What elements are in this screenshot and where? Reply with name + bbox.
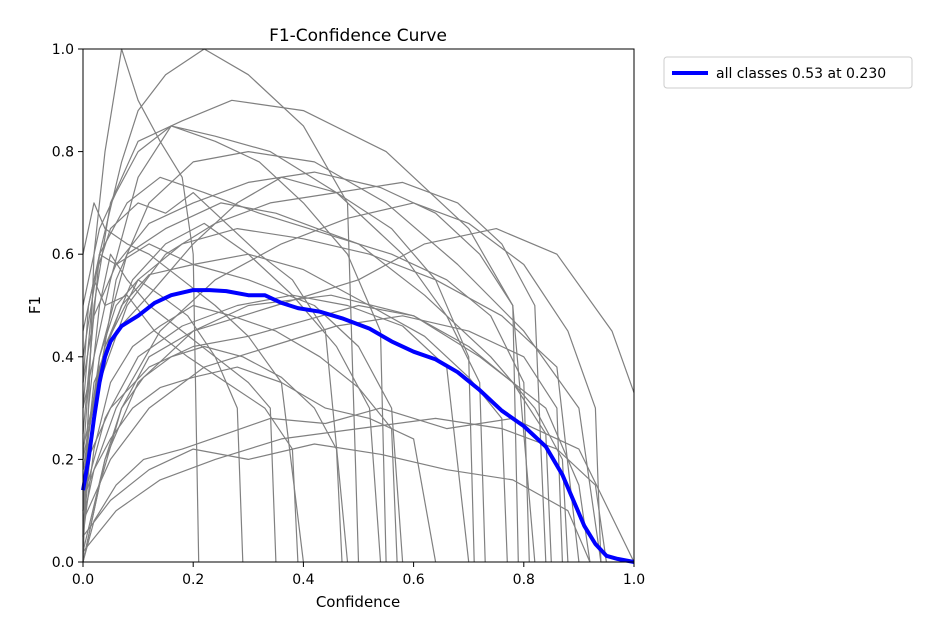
x-axis-ticks: 0.0 0.2 0.4 0.6 0.8 1.0: [72, 562, 645, 588]
series-line-class-24: [82, 315, 563, 563]
series-line-class-01: [82, 151, 634, 563]
y-axis-label: F1: [26, 296, 44, 314]
series-line-class-25: [82, 345, 343, 563]
series-line-class-19: [82, 279, 299, 563]
y-tick-label: 0.6: [52, 247, 74, 263]
series-line-class-22: [82, 304, 398, 563]
series-line-class-15: [82, 443, 591, 563]
series-line-class-10: [82, 366, 437, 563]
series-line-all-classes: [81, 288, 635, 564]
series-line-class-18: [82, 202, 602, 563]
x-axis-label: Confidence: [316, 593, 400, 611]
y-axis-ticks: 0.0 0.2 0.4 0.6 0.8 1.0: [52, 42, 83, 571]
plot-frame: [82, 48, 635, 563]
y-tick-label: 0.2: [52, 452, 74, 468]
series-line-class-03: [82, 99, 536, 563]
y-tick-label: 0.8: [52, 145, 74, 161]
x-tick-label: 0.2: [182, 572, 204, 588]
series-line-class-31: [82, 294, 470, 563]
legend-label-all-classes: all classes 0.53 at 0.230: [716, 66, 886, 82]
chart-title: F1-Confidence Curve: [269, 26, 447, 46]
x-tick-label: 0.8: [513, 572, 535, 588]
y-tick-label: 0.4: [52, 350, 74, 366]
legend: all classes 0.53 at 0.230: [663, 56, 913, 89]
x-tick-label: 0.6: [402, 572, 424, 588]
plot-lines: [81, 48, 635, 564]
series-line-class-21: [82, 228, 580, 563]
series-line-class-27: [82, 48, 200, 563]
series-line-class-04: [82, 294, 591, 563]
series-line-class-30: [82, 202, 304, 563]
y-tick-label: 0.0: [52, 555, 74, 571]
series-line-class-09: [82, 48, 360, 563]
x-tick-label: 0.0: [72, 572, 94, 588]
series-line-class-23: [82, 125, 387, 563]
x-tick-label: 0.4: [292, 572, 314, 588]
legend-box: [663, 56, 913, 89]
series-line-class-32: [82, 417, 607, 563]
series-line-class-13: [82, 176, 530, 563]
series-line-class-29: [82, 181, 547, 563]
series-line-class-26: [82, 171, 519, 563]
y-tick-label: 1.0: [52, 42, 74, 58]
x-tick-label: 1.0: [623, 572, 645, 588]
